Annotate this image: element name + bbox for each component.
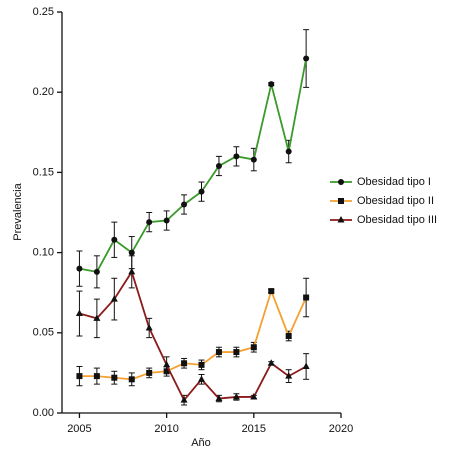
marker [76, 373, 83, 380]
marker [215, 162, 222, 169]
marker [110, 295, 118, 302]
y-axis-label: Prevalencia [12, 182, 24, 240]
marker [233, 153, 240, 160]
marker [75, 309, 83, 317]
marker [128, 267, 136, 275]
x-tick-label: 2020 [329, 423, 353, 435]
marker [163, 217, 170, 224]
marker [111, 236, 118, 243]
legend-label: Obesidad tipo III [357, 214, 437, 226]
marker [302, 362, 310, 369]
series-line [79, 269, 307, 402]
marker [146, 369, 153, 376]
marker [181, 360, 188, 367]
marker [128, 376, 135, 383]
legend-marker [338, 179, 344, 185]
marker [76, 265, 83, 272]
y-tick-label: 0.05 [33, 327, 54, 339]
marker [303, 55, 310, 62]
marker [198, 375, 205, 382]
marker [93, 268, 100, 275]
y-tick-label: 0.00 [33, 407, 54, 419]
marker [198, 361, 205, 368]
marker [215, 394, 223, 402]
legend-marker [338, 198, 344, 204]
marker [180, 396, 188, 403]
y-tick-label: 0.25 [33, 6, 54, 18]
y-tick-label: 0.15 [33, 166, 54, 178]
marker [146, 219, 153, 226]
marker [303, 294, 310, 301]
marker [285, 148, 292, 155]
y-tick-label: 0.10 [33, 247, 54, 259]
legend-label: Obesidad tipo II [357, 195, 434, 207]
marker [250, 156, 257, 163]
marker [93, 373, 100, 380]
marker [250, 392, 258, 400]
marker [268, 81, 275, 88]
marker [215, 349, 222, 356]
marker [285, 333, 292, 340]
marker [111, 374, 118, 381]
marker [181, 201, 188, 208]
marker [285, 372, 293, 379]
marker [233, 349, 240, 356]
legend-marker [337, 216, 345, 223]
series-line [79, 288, 307, 381]
series-line [79, 58, 308, 273]
x-tick-label: 2010 [154, 423, 178, 435]
marker [93, 314, 101, 321]
x-axis-label: Año [191, 437, 211, 449]
marker [267, 359, 275, 366]
marker [128, 249, 135, 256]
x-tick-label: 2015 [242, 423, 266, 435]
marker [163, 360, 171, 368]
x-tick-label: 2005 [67, 423, 91, 435]
marker [145, 323, 153, 331]
marker [232, 392, 240, 400]
marker [198, 188, 205, 195]
y-tick-label: 0.20 [33, 86, 54, 98]
legend-label: Obesidad tipo I [357, 176, 431, 188]
marker [250, 344, 257, 351]
marker [268, 288, 275, 295]
